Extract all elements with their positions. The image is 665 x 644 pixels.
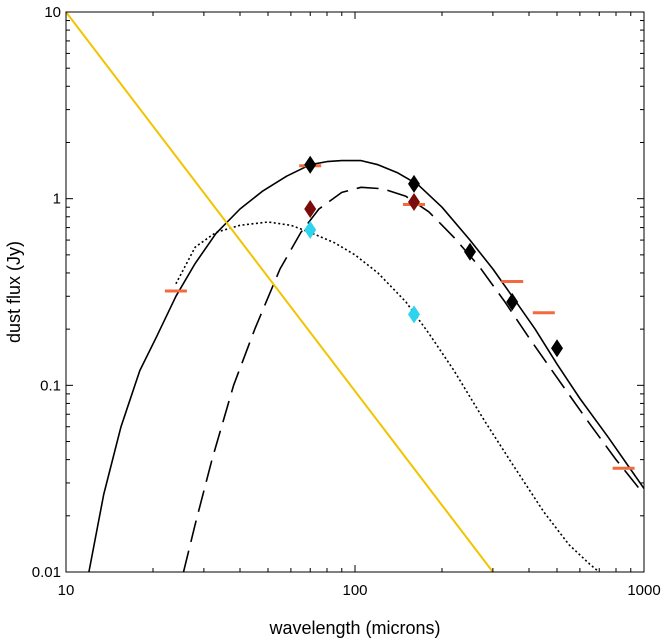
data-point-8 <box>304 220 317 239</box>
data-point-6 <box>304 200 317 218</box>
markers-layer <box>164 155 635 470</box>
data-point-4 <box>506 292 519 311</box>
x-tick-label: 1000 <box>627 582 660 599</box>
y-tick-label: 1 <box>53 191 61 208</box>
x-tick-label: 10 <box>58 582 75 599</box>
data-point-2 <box>408 174 420 193</box>
ticks-layer: 10 100 1000 0.01 0.1 1 10 <box>32 4 661 599</box>
data-point-3 <box>464 242 476 261</box>
series-line-2 <box>175 221 600 572</box>
x-tick-label: 100 <box>342 582 367 599</box>
data-point-9 <box>408 305 420 324</box>
series-line-4 <box>66 12 494 572</box>
data-point-1 <box>304 155 317 174</box>
y-tick-label: 0.01 <box>32 564 61 581</box>
y-axis-label: dust flux (Jy) <box>4 241 24 343</box>
series-line-3 <box>182 186 644 572</box>
y-tick-label: 0.1 <box>40 377 61 394</box>
x-axis-label: wavelength (microns) <box>268 618 440 638</box>
data-point-5 <box>551 339 563 358</box>
data-point-7 <box>408 193 420 211</box>
series-layer <box>66 12 644 572</box>
series-line-1 <box>88 159 644 572</box>
plot-frame <box>65 11 645 573</box>
y-tick-label: 10 <box>44 4 61 21</box>
